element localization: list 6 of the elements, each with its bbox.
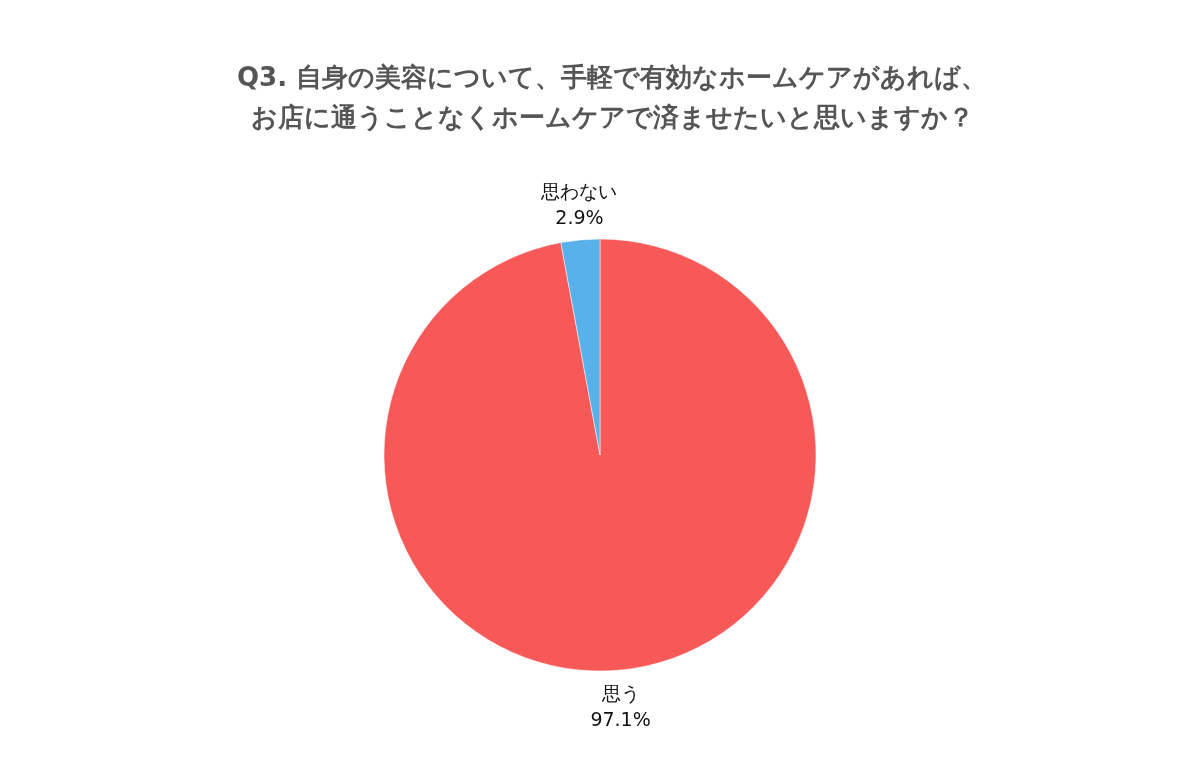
slice-label: 思う xyxy=(600,682,640,705)
data-label: 2.9% xyxy=(555,205,604,228)
pie-slice xyxy=(383,238,817,672)
data-label: 97.1% xyxy=(590,708,651,731)
chart-title: Q3. 自身の美容について、手軽で有効なホームケアがあれば、お店に通うことなくホームケアで済ませたいと思いますか？ xyxy=(236,62,988,132)
slice-label: 思わない xyxy=(540,179,618,202)
